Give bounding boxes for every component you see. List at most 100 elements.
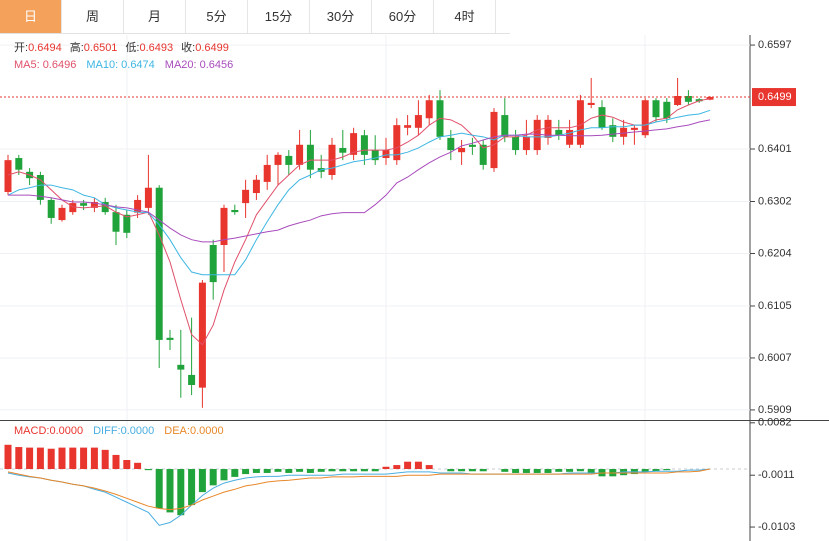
candle-body: [123, 214, 131, 233]
legend-name: DIFF:: [93, 425, 121, 437]
candle-body: [296, 144, 304, 165]
candle-body: [252, 179, 260, 194]
macd-bar: [317, 469, 325, 472]
macd-bar: [188, 469, 196, 506]
ohlc-value: 0.6501: [84, 42, 118, 54]
y-tick-label: -0.0103: [758, 521, 795, 533]
candle-body: [382, 150, 390, 159]
candle-body: [360, 135, 368, 155]
macd-bar: [58, 447, 66, 470]
macd-bar: [663, 469, 671, 471]
last-price-tag: [752, 88, 796, 107]
period-tab[interactable]: 5分: [186, 0, 248, 33]
macd-bar: [566, 469, 574, 472]
macd-bar: [458, 469, 466, 472]
candle-body: [576, 100, 584, 145]
y-tick-label: 0.6007: [758, 352, 792, 364]
candle-body: [263, 164, 271, 182]
macd-bar: [425, 465, 433, 470]
legend-value: 0.6496: [43, 59, 77, 71]
candle-body: [285, 155, 293, 165]
ohlc-label: 收:: [181, 40, 195, 54]
macd-bar: [468, 469, 476, 472]
candle-body: [663, 101, 671, 119]
macd-bar: [263, 469, 271, 473]
candle-body: [4, 160, 12, 192]
legend-value: 0.0000: [121, 425, 155, 437]
candle-body: [652, 100, 660, 118]
macd-bar: [544, 469, 552, 473]
candle-body: [641, 100, 649, 136]
candle-body: [306, 144, 314, 170]
macd-bar: [587, 469, 595, 473]
candle-body: [414, 115, 422, 128]
period-tab[interactable]: 4时: [434, 0, 496, 33]
macd-bar: [641, 469, 649, 472]
candle-body: [425, 100, 433, 119]
candle-body: [112, 212, 120, 232]
candle-body: [684, 95, 692, 102]
macd-bar: [134, 462, 142, 470]
period-tab[interactable]: 周: [62, 0, 124, 33]
macd-bar: [576, 469, 584, 472]
candle-body: [447, 137, 455, 151]
macd-bar: [80, 447, 88, 470]
macd-bar: [555, 469, 563, 472]
period-tab[interactable]: 30分: [310, 0, 372, 33]
macd-bar: [404, 461, 412, 470]
legend-value: 0.0000: [49, 425, 83, 437]
ohlc-value: 0.6499: [195, 42, 229, 54]
macd-bar: [90, 447, 98, 470]
period-tab[interactable]: 日: [0, 0, 62, 33]
macd-bar: [4, 444, 12, 470]
legend-name: DEA:: [164, 425, 190, 437]
candle-body: [220, 207, 228, 245]
macd-bar: [512, 469, 520, 473]
macd-bar: [339, 469, 347, 472]
candle-body: [80, 203, 88, 206]
y-tick-label: 0.0082: [758, 417, 792, 429]
ohlc-label: 低:: [125, 41, 139, 54]
candle-body: [155, 187, 163, 340]
last-price-label: 0.6499: [758, 91, 792, 103]
macd-bar: [328, 469, 336, 472]
macd-legend: MACD:0.0000 DIFF:0.0000 DEA:0.0000: [14, 425, 224, 437]
candle-body: [36, 175, 44, 200]
candle-body: [371, 150, 379, 161]
macd-bar: [15, 447, 23, 470]
macd-bar: [533, 469, 541, 473]
macd-bar: [101, 449, 109, 470]
candle-body: [544, 119, 552, 138]
period-tab[interactable]: 60分: [372, 0, 434, 33]
candle-body: [166, 337, 174, 340]
macd-bar: [371, 469, 379, 472]
macd-bar: [26, 447, 34, 470]
macd-bar: [350, 469, 358, 472]
candle-body: [15, 158, 23, 170]
macd-bar: [393, 465, 401, 470]
macd-bar: [360, 469, 368, 472]
y-tick-label: 0.5909: [758, 404, 792, 416]
macd-bar: [306, 469, 314, 473]
candle-body: [339, 147, 347, 153]
candle-body: [706, 97, 714, 100]
macd-bar: [414, 461, 422, 470]
candle-body: [90, 202, 98, 208]
legend-value: 0.6456: [200, 59, 234, 71]
candle-body: [69, 203, 77, 213]
macd-bar: [447, 469, 455, 472]
candle-body: [393, 125, 401, 161]
ohlc-value: 0.6493: [140, 42, 174, 54]
macd-bar: [501, 469, 509, 472]
macd-bar: [479, 469, 487, 472]
period-tab[interactable]: 月: [124, 0, 186, 33]
period-tab[interactable]: 15分: [248, 0, 310, 33]
candle-body: [555, 129, 563, 136]
candle-body: [533, 119, 541, 151]
y-tick-label: 0.6105: [758, 300, 792, 312]
candle-body: [231, 210, 239, 213]
macd-bar: [285, 469, 293, 473]
macd-bar: [155, 469, 163, 509]
candle-body: [134, 199, 142, 213]
ohlc-label: 高:: [70, 40, 84, 54]
